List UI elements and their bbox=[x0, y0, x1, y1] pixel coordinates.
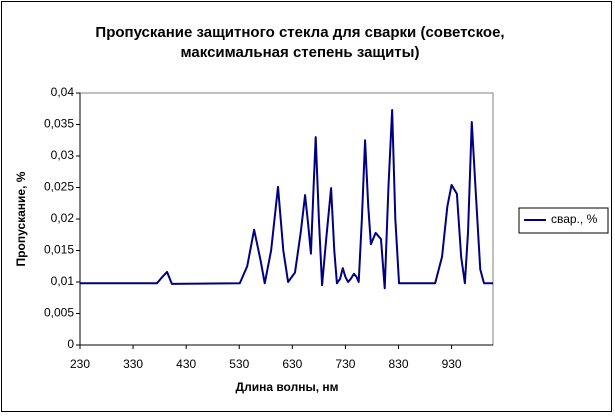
x-tick-label: 930 bbox=[442, 357, 462, 371]
x-tick-label: 630 bbox=[282, 357, 302, 371]
x-tick-label: 730 bbox=[335, 357, 355, 371]
y-tick-label: 0,015 bbox=[44, 243, 74, 257]
legend-label: свар., % bbox=[551, 212, 598, 226]
x-tick-label: 330 bbox=[123, 357, 143, 371]
y-axis-title: Пропускание, % bbox=[14, 171, 28, 266]
y-tick-label: 0,035 bbox=[44, 117, 74, 131]
x-axis-title: Длина волны, нм bbox=[236, 380, 339, 394]
x-tick-label: 830 bbox=[388, 357, 408, 371]
y-tick-label: 0,025 bbox=[44, 180, 74, 194]
plot-area bbox=[79, 92, 494, 346]
y-tick-label: 0,03 bbox=[51, 148, 75, 162]
y-tick-label: 0,04 bbox=[51, 85, 75, 99]
y-tick-label: 0,005 bbox=[44, 306, 74, 320]
x-tick-label: 530 bbox=[229, 357, 249, 371]
chart-title: Пропускание защитного стекла для сварки … bbox=[95, 24, 504, 41]
y-tick-label: 0,01 bbox=[51, 274, 75, 288]
y-tick-label: 0,02 bbox=[51, 211, 75, 225]
x-tick-label: 230 bbox=[70, 357, 90, 371]
chart-title: максимальная степень защиты) bbox=[181, 44, 420, 61]
y-tick-label: 0 bbox=[67, 337, 74, 351]
data-line bbox=[80, 109, 493, 290]
x-tick-label: 430 bbox=[176, 357, 196, 371]
